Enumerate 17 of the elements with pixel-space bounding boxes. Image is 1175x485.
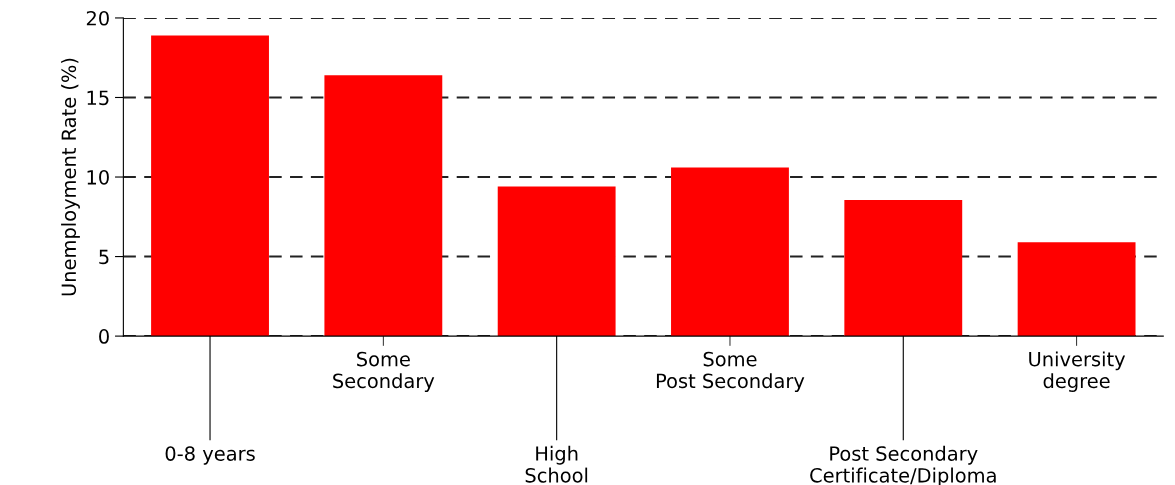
y-tick-label: 20 (86, 10, 109, 26)
x-tick-label: High School (525, 445, 588, 483)
x-tick-label: University degree (1029, 351, 1126, 392)
bar (324, 75, 443, 337)
y-tick-label: 10 (87, 169, 109, 185)
bar (151, 35, 269, 337)
bar (844, 200, 963, 337)
x-tick-label: 0-8 years (165, 446, 255, 465)
y-tick-label: 15 (87, 90, 109, 106)
y-tick-label: 0 (99, 329, 109, 344)
y-axis-title: Unemployment Rate (%) (61, 58, 80, 296)
y-tick-label: 5 (99, 249, 109, 265)
x-tick-label: Some Post Secondary (656, 351, 805, 392)
bar (671, 167, 789, 337)
bar (1017, 242, 1136, 337)
bar (497, 186, 616, 337)
x-tick-label: Some Secondary (333, 351, 435, 392)
